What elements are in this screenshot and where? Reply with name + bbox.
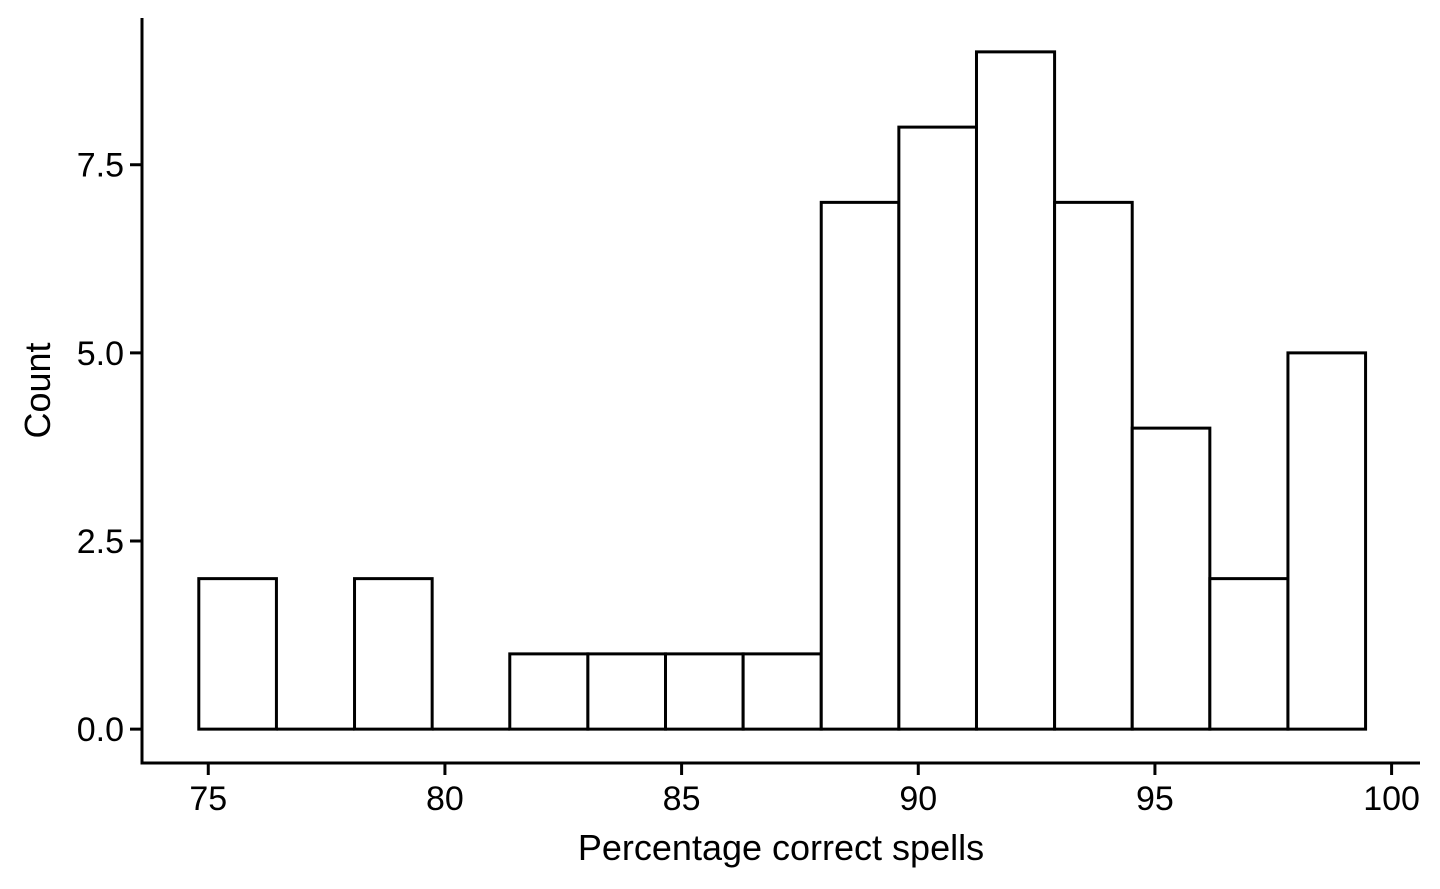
histogram-bar (197, 577, 278, 731)
histogram-bar (353, 577, 434, 731)
x-axis-ticks: 75 80 85 90 95 100 (189, 763, 1420, 818)
y-tick-label: 0.0 (77, 711, 124, 749)
histogram-bar (1208, 577, 1290, 731)
histogram-bar (1286, 351, 1368, 731)
y-axis-title: Count (17, 342, 58, 438)
axes-layer (140, 18, 1420, 765)
histogram-bar (586, 652, 668, 731)
histogram-bar (897, 125, 978, 731)
y-tick-label: 2.5 (77, 523, 124, 561)
x-tick-label: 80 (426, 780, 464, 818)
histogram-bar (1130, 426, 1212, 731)
x-tick-label: 100 (1363, 780, 1420, 818)
histogram-bar (508, 652, 590, 731)
y-tick-label: 7.5 (77, 147, 124, 185)
bars-layer (197, 50, 1368, 731)
histogram-bar (664, 652, 745, 731)
histogram-bar (819, 200, 901, 731)
y-axis-ticks: 0.0 2.5 5.0 7.5 (77, 147, 142, 749)
x-axis-title: Percentage correct spells (578, 827, 984, 868)
x-tick-label: 95 (1136, 780, 1174, 818)
x-tick-label: 75 (189, 780, 227, 818)
histogram-bar (741, 652, 823, 731)
histogram-bar (974, 50, 1057, 731)
x-tick-label: 85 (663, 780, 701, 818)
x-tick-label: 90 (899, 780, 937, 818)
histogram-bar (1053, 200, 1134, 731)
y-tick-label: 5.0 (77, 335, 124, 373)
